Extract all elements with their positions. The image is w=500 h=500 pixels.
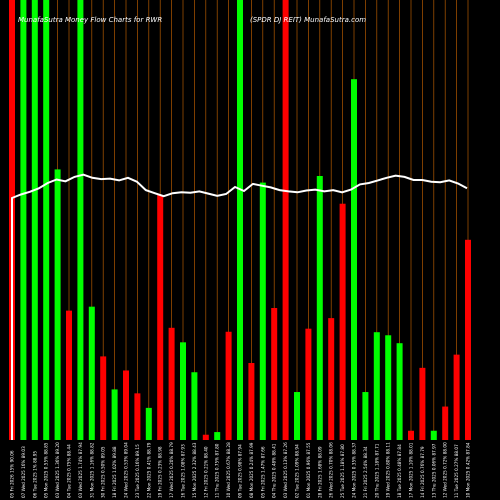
bar-11 — [134, 393, 141, 440]
date-label-9: 18 Fri 2025 1.02% 89.88 — [112, 446, 117, 498]
date-label-11: 23 Tue 2025 0.16% 89.15 — [135, 444, 140, 498]
bar-18 — [214, 432, 221, 440]
bar-37 — [430, 430, 437, 440]
chart-title-left: MunafaSutra Money Flow Charts for RWR — [18, 16, 162, 24]
date-label-38: 12 Wed 2025 0.72% 88.00 — [443, 442, 448, 498]
bar-14 — [168, 327, 175, 440]
bar-38 — [442, 406, 449, 440]
date-label-25: 02 Tue 2025 1.09% 88.94 — [295, 444, 300, 498]
bar-8 — [100, 356, 107, 440]
date-label-1: 07 Wed 2025 16% 89.03 — [21, 446, 26, 498]
date-label-19: 10 Wed 2025 0.67% 88.28 — [226, 442, 231, 498]
date-label-13: 19 Fri 2025 0.23% 88.98 — [158, 446, 163, 498]
date-label-3: 05 Mon 2025 0.55% 88.85 — [44, 442, 49, 498]
bar-22 — [259, 182, 266, 440]
date-label-6: 03 Wed 2025 1.74% 87.94 — [78, 442, 83, 498]
date-label-39: 11 Tue 2025 0.27% 88.07 — [454, 444, 459, 498]
bar-10 — [123, 370, 129, 440]
date-labels: 05 Fri 2026 15% 90.06 07 Wed 2025 16% 89.… — [10, 442, 471, 498]
date-label-24: 03 Wed 2025 0.13% 87.26 — [283, 442, 288, 498]
date-label-35: 17 Mon 2025 1.10% 88.01 — [409, 442, 414, 498]
date-label-29: 25 Tue 2025 1.18% 87.80 — [340, 444, 345, 498]
bar-12 — [145, 407, 152, 440]
date-label-16: 15 Mon 2025 2.32% 88.43 — [192, 442, 197, 498]
date-label-12: 22 Mon 2025 0.41% 88.79 — [146, 442, 151, 498]
date-label-8: 30 Fri 2025 0.50% 89.05 — [101, 446, 106, 498]
bar-4 — [54, 169, 61, 440]
date-label-10: 24 Wed 2025 0.53% 89.04 — [124, 442, 129, 498]
date-label-0: 05 Fri 2026 15% 90.06 — [10, 450, 15, 498]
bar-20 — [237, 0, 243, 440]
bar-5 — [66, 310, 72, 440]
date-label-26: 01 Mon 2025 0.96% 87.55 — [306, 442, 311, 498]
date-label-20: 09 Tue 2025 0.98% 87.94 — [238, 444, 243, 498]
bar-19 — [225, 331, 232, 440]
bar-7 — [88, 306, 95, 440]
bar-6 — [77, 0, 84, 440]
bar-34 — [396, 343, 403, 440]
date-label-15: 16 Tue 2025 1.08% 87.93 — [181, 444, 186, 498]
bar-33 — [385, 335, 392, 440]
date-label-40: 10 Mon 2025 0.42% 87.84 — [466, 442, 471, 498]
bar-9 — [111, 389, 118, 440]
date-label-36: 14 Fri 2025 0.76% 87.79 — [420, 446, 425, 498]
bar-26 — [305, 328, 312, 440]
date-label-18: 11 Thu 2025 0.75% 87.80 — [215, 443, 220, 498]
date-label-34: 18 Tue 2025 0.48% 87.84 — [397, 444, 402, 498]
bar-27 — [316, 176, 323, 440]
bar-17 — [202, 434, 209, 440]
bar-28 — [328, 318, 335, 440]
bar-13 — [157, 194, 164, 440]
date-label-27: 28 Fri 2025 1.68% 88.09 — [317, 446, 322, 498]
date-label-17: 12 Fri 2025 0.21% 88.40 — [203, 446, 208, 498]
bar-1 — [20, 0, 27, 440]
money-flow-line — [11, 173, 468, 440]
date-label-21: 08 Mon 2025 0.24% 87.99 — [249, 442, 254, 498]
date-label-23: 04 Thu 2025 0.48% 88.41 — [272, 443, 277, 498]
bar-25 — [294, 392, 300, 440]
bar-23 — [271, 308, 278, 440]
date-label-28: 26 Wed 2025 0.70% 88.06 — [329, 442, 334, 498]
date-label-37: 13 Thu 2025 0.06% 87.97 — [431, 443, 436, 498]
chart-title-right: (SPDR DJ REIT) MunafaSutra.com — [250, 16, 366, 24]
date-label-33: 19 Wed 2025 0.80% 88.11 — [386, 442, 391, 498]
bar-29 — [339, 203, 346, 440]
bar-24 — [282, 0, 289, 440]
bar-2 — [31, 0, 38, 440]
bar-15 — [180, 342, 186, 440]
date-label-31: 21 Fri 2025 2.54% 88.34 — [363, 446, 368, 498]
bar-35 — [408, 430, 414, 440]
date-label-30: 24 Mon 2025 0.35% 88.37 — [352, 442, 357, 498]
bar-21 — [248, 363, 255, 440]
date-label-2: 06 Tue 2025 1% 88.95 — [32, 451, 37, 498]
date-label-4: 03 Wed 2025 1.36% 89.20 — [55, 442, 60, 498]
bar-40 — [465, 239, 471, 440]
date-label-14: 17 Wed 2025 0.20% 88.79 — [169, 442, 174, 498]
date-label-5: 04 Tue 2025 0.75% 88.44 — [67, 444, 72, 498]
bar-3 — [43, 0, 50, 440]
date-label-7: 31 Mon 2025 1.16% 88.82 — [89, 442, 94, 498]
bar-39 — [453, 354, 460, 440]
bar-32 — [373, 332, 380, 440]
bar-series — [9, 0, 471, 440]
bar-16 — [191, 372, 198, 440]
date-label-22: 05 Fri 2025 1.47% 87.66 — [260, 446, 265, 498]
date-label-32: 20 Thu 2025 1.18% 87.71 — [374, 443, 379, 498]
bar-31 — [362, 392, 369, 440]
bar-30 — [351, 79, 357, 440]
bar-36 — [419, 367, 426, 440]
